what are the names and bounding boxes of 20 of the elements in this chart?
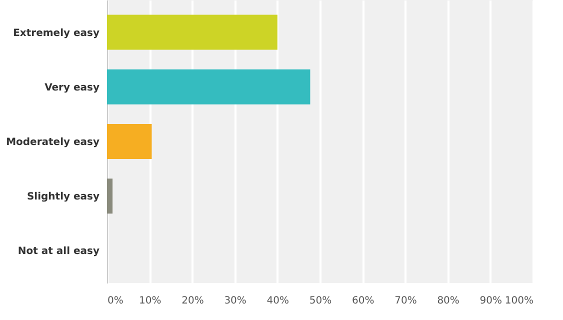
bar xyxy=(107,178,113,214)
x-tick-label: 0% xyxy=(108,296,124,306)
bar xyxy=(107,14,278,50)
y-tick-label: Extremely easy xyxy=(13,28,100,39)
x-tick-label: 40% xyxy=(266,296,290,306)
bar xyxy=(107,69,310,104)
x-tick-label: 30% xyxy=(224,296,246,306)
x-tick-label: 60% xyxy=(352,296,374,306)
y-tick-label: Moderately easy xyxy=(6,137,100,148)
x-tick-label: 10% xyxy=(138,296,162,306)
x-tick-label: 90% xyxy=(480,296,502,306)
y-tick-label: Not at all easy xyxy=(18,246,100,258)
y-tick-label: Slightly easy xyxy=(26,192,100,203)
bar xyxy=(107,124,152,159)
y-tick-label: Very easy xyxy=(44,82,100,94)
x-tick-label: 70% xyxy=(394,296,417,306)
x-tick-label: 50% xyxy=(309,296,332,306)
x-tick-label: 20% xyxy=(182,296,204,306)
x-tick-label: 100% xyxy=(504,296,534,306)
x-tick-label: 80% xyxy=(437,296,460,306)
